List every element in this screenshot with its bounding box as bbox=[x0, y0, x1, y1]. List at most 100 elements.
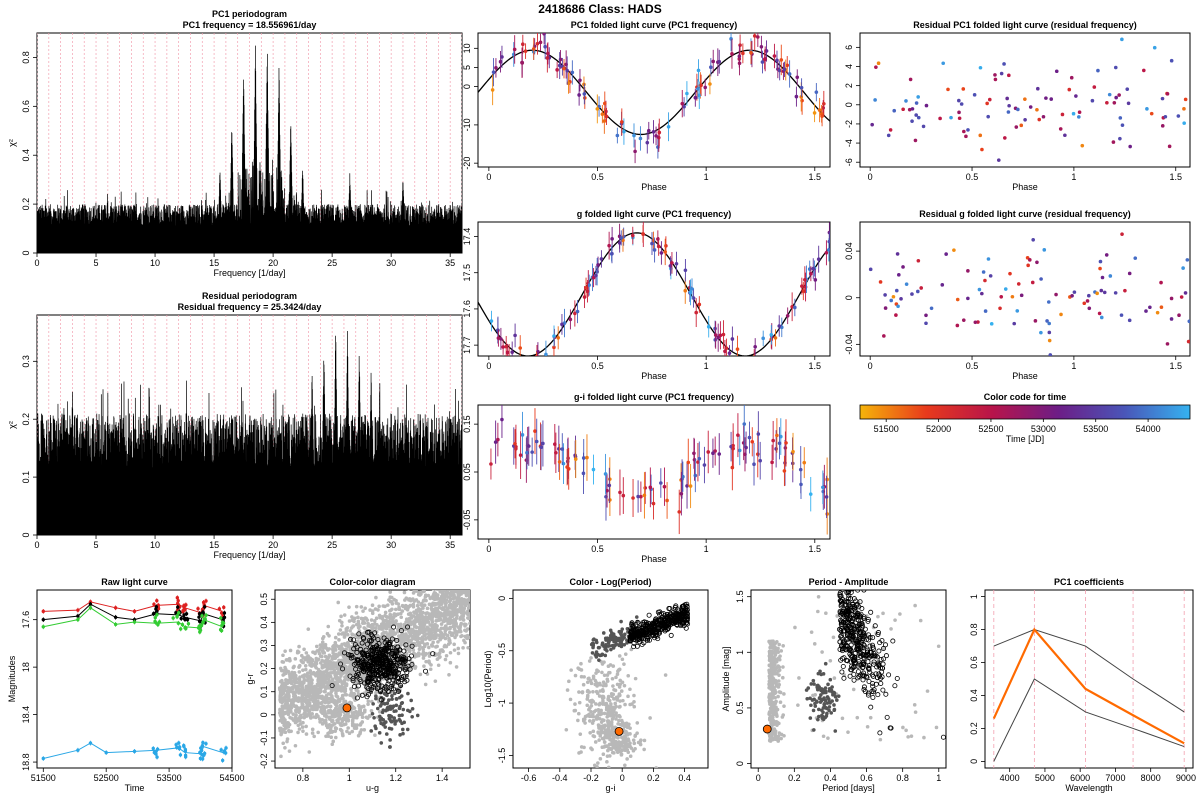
cc-field-point bbox=[414, 617, 418, 622]
pc1-folded-point bbox=[794, 94, 799, 99]
residual-pc1-xtick-label: 0 bbox=[868, 172, 873, 182]
cc-field-point bbox=[373, 626, 378, 630]
cc-field-point bbox=[453, 621, 458, 626]
cc-field-point bbox=[445, 576, 449, 580]
residual-g-point bbox=[894, 288, 899, 293]
cc-field-point bbox=[329, 671, 333, 675]
cc-field-point bbox=[340, 623, 344, 628]
color-logperiod-ytick-label: -0.5 bbox=[497, 643, 507, 659]
cc-field-point bbox=[440, 600, 445, 605]
residual-pc1-point bbox=[1041, 114, 1046, 119]
cc-field-point bbox=[405, 647, 410, 651]
residual-g-point bbox=[989, 322, 994, 326]
residual-pc1-point bbox=[1182, 107, 1186, 111]
cc-field-point bbox=[464, 629, 468, 633]
cc-field-point bbox=[392, 597, 396, 602]
residual-periodogram-ytick-label: 0.2 bbox=[21, 413, 31, 426]
cc-field-point bbox=[434, 610, 438, 615]
cc-field-point bbox=[374, 690, 378, 695]
cc-dark-point bbox=[398, 695, 402, 700]
cc-dark-point bbox=[394, 719, 398, 723]
raw-point bbox=[177, 741, 181, 745]
g-folded-point bbox=[630, 233, 635, 238]
pc1-folded-point bbox=[785, 63, 790, 68]
residual-g-point bbox=[1120, 232, 1124, 236]
cc-open-point bbox=[390, 677, 396, 683]
residual-pc1-point bbox=[1080, 143, 1085, 148]
cc-field-point bbox=[333, 726, 338, 730]
gi-folded-point bbox=[758, 458, 762, 463]
cc-dark-point bbox=[380, 710, 385, 715]
cc-field-point bbox=[466, 575, 470, 579]
cc-field-point bbox=[328, 704, 333, 709]
residual-pc1-point bbox=[873, 98, 877, 102]
cc-field-point bbox=[333, 640, 338, 645]
cc-open-point bbox=[359, 656, 365, 662]
gi-folded-point bbox=[711, 451, 715, 456]
cc-field-point bbox=[432, 586, 436, 590]
cc-field-point bbox=[374, 595, 378, 600]
residual-pc1-point bbox=[946, 87, 950, 92]
cc-field-point bbox=[349, 626, 354, 630]
cc-field-point bbox=[415, 640, 420, 644]
cc-field-point bbox=[330, 719, 334, 724]
residual-periodogram-xtick-label: 35 bbox=[445, 540, 455, 550]
cc-open-point bbox=[402, 667, 408, 673]
raw-point bbox=[186, 622, 191, 626]
cc-open-point bbox=[409, 643, 415, 649]
pc1-folded-panel: PC1 folded light curve (PC1 frequency)0 0… bbox=[462, 20, 831, 192]
pc1-folded-point bbox=[763, 57, 767, 61]
cc-field-point bbox=[281, 673, 285, 677]
cc-dark-point bbox=[372, 715, 376, 720]
cc-field-point bbox=[438, 648, 443, 653]
cc-dark-point bbox=[377, 731, 382, 735]
residual-pc1-point bbox=[980, 147, 984, 152]
residual-pc1-point bbox=[1035, 107, 1039, 112]
cc-field-point bbox=[406, 638, 411, 642]
cc-field-point bbox=[463, 624, 467, 628]
cc-field-point bbox=[297, 663, 302, 668]
residual-pc1-point bbox=[959, 102, 964, 106]
color-logperiod-xtick-label: -0.6 bbox=[521, 773, 537, 783]
gi-folded-point bbox=[744, 445, 748, 450]
cc-field-point bbox=[320, 722, 325, 726]
cc-field-point bbox=[325, 657, 330, 661]
cc-field-point bbox=[318, 720, 322, 724]
residual-g-point bbox=[1039, 330, 1043, 335]
clp-field-point bbox=[576, 718, 580, 723]
color-color-ytick-label: 0.1 bbox=[259, 685, 269, 698]
residual-pc1-ytick-label: 2 bbox=[844, 83, 854, 88]
residual-pc1-point bbox=[914, 101, 919, 105]
gi-folded-point bbox=[648, 485, 653, 490]
raw-point bbox=[202, 617, 206, 621]
cc-open-point bbox=[399, 654, 405, 660]
cc-field-point bbox=[426, 593, 431, 598]
cc-field-point bbox=[309, 716, 313, 720]
g-folded-point bbox=[801, 289, 806, 293]
cc-field-point bbox=[299, 688, 303, 693]
raw-light-curve-frame bbox=[36, 589, 233, 769]
residual-g-point bbox=[1054, 292, 1058, 297]
pc1-folded-point bbox=[557, 63, 562, 68]
cc-dark-point bbox=[387, 726, 392, 731]
pc1-folded-point bbox=[699, 83, 703, 88]
gi-folded-point bbox=[730, 465, 735, 470]
residual-g-xtick-label: 1.5 bbox=[1169, 361, 1182, 371]
g-folded-point bbox=[694, 310, 699, 315]
color-logperiod-title: Color - Log(Period) bbox=[570, 577, 652, 587]
residual-g-point bbox=[1159, 280, 1163, 285]
cc-field-point bbox=[320, 681, 324, 685]
gi-folded-point bbox=[631, 496, 635, 500]
cc-open-point bbox=[383, 686, 389, 692]
residual-pc1-point bbox=[987, 97, 992, 102]
cc-field-point bbox=[432, 560, 436, 564]
g-folded-point bbox=[652, 248, 657, 252]
residual-g-point bbox=[1098, 266, 1102, 271]
raw-light-curve-xtick-label: 53500 bbox=[157, 773, 182, 783]
cc-field-point bbox=[393, 631, 397, 636]
g-folded-point bbox=[535, 361, 539, 365]
cc-field-point bbox=[358, 723, 363, 727]
gi-folded-point bbox=[539, 445, 543, 450]
cc-field-point bbox=[433, 596, 438, 601]
pc1-folded-point bbox=[545, 56, 550, 60]
